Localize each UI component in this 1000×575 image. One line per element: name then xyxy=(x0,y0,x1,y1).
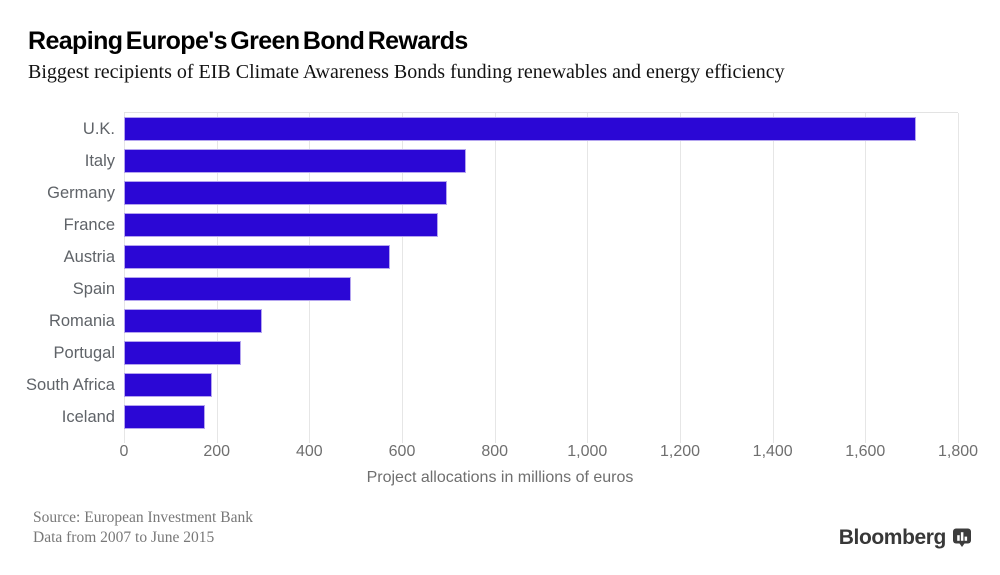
bar-italy xyxy=(124,149,466,173)
gridline-800 xyxy=(494,113,496,443)
gridline-1600 xyxy=(865,113,867,443)
gridline-1800 xyxy=(958,113,959,443)
category-label-italy: Italy xyxy=(84,152,115,170)
x-tick-1400: 1,400 xyxy=(752,443,793,460)
x-tick-0: 0 xyxy=(119,443,129,460)
bar-romania xyxy=(124,309,263,333)
bar-france xyxy=(124,213,439,237)
gridline-1400 xyxy=(772,113,774,443)
x-axis-ticks: 0 200 400 600 800 1,000 1,200 1,400 1,600 1,800 xyxy=(120,443,978,463)
bar-u-k- xyxy=(124,117,917,141)
bar-chart-badge-icon xyxy=(953,528,971,547)
x-tick-1800: 1,800 xyxy=(937,443,979,460)
source-line-1: Source: European Investment Bank xyxy=(33,509,253,526)
x-tick-800: 800 xyxy=(481,443,509,460)
category-label-france: France xyxy=(63,216,115,234)
category-label-spain: Spain xyxy=(72,280,115,298)
bar-south-africa xyxy=(124,373,212,397)
bar-spain xyxy=(124,277,351,301)
x-tick-1600: 1,600 xyxy=(845,443,886,460)
category-label-romania: Romania xyxy=(48,312,115,330)
x-tick-200: 200 xyxy=(203,443,231,460)
category-label-germany: Germany xyxy=(47,184,115,202)
plot-area: U.K. Italy Germany France Austria Spain Romani… xyxy=(26,112,959,443)
x-axis-label: Project allocations in millions of euros xyxy=(366,469,634,486)
gridline-1200 xyxy=(680,113,681,443)
category-label-south-africa: South Africa xyxy=(26,376,115,394)
category-label-u-k-: U.K. xyxy=(82,120,115,138)
x-tick-1200: 1,200 xyxy=(659,443,701,460)
chart-subtitle: Biggest recipients of EIB Climate Awaren… xyxy=(28,61,785,83)
bar-austria xyxy=(124,245,390,269)
bar-germany xyxy=(124,181,447,205)
gridline-600 xyxy=(402,113,403,443)
source-line-2: Data from 2007 to June 2015 xyxy=(33,529,215,546)
bloomberg-logo: Bloomberg xyxy=(839,526,972,550)
x-tick-1000: 1,000 xyxy=(567,443,608,460)
x-tick-400: 400 xyxy=(295,443,323,460)
bar-iceland xyxy=(124,405,206,429)
category-label-portugal: Portugal xyxy=(53,344,115,362)
source-note: Source: European Investment Bank Data fr… xyxy=(33,508,253,548)
bar-portugal xyxy=(124,341,241,365)
bloomberg-wordmark: Bloomberg xyxy=(838,526,947,549)
chart-title: Reaping Europe's Green Bond Rewards xyxy=(28,27,468,55)
gridline-1000 xyxy=(587,113,589,443)
category-label-austria: Austria xyxy=(63,248,115,266)
x-tick-600: 600 xyxy=(388,443,416,460)
category-label-iceland: Iceland xyxy=(61,408,115,426)
